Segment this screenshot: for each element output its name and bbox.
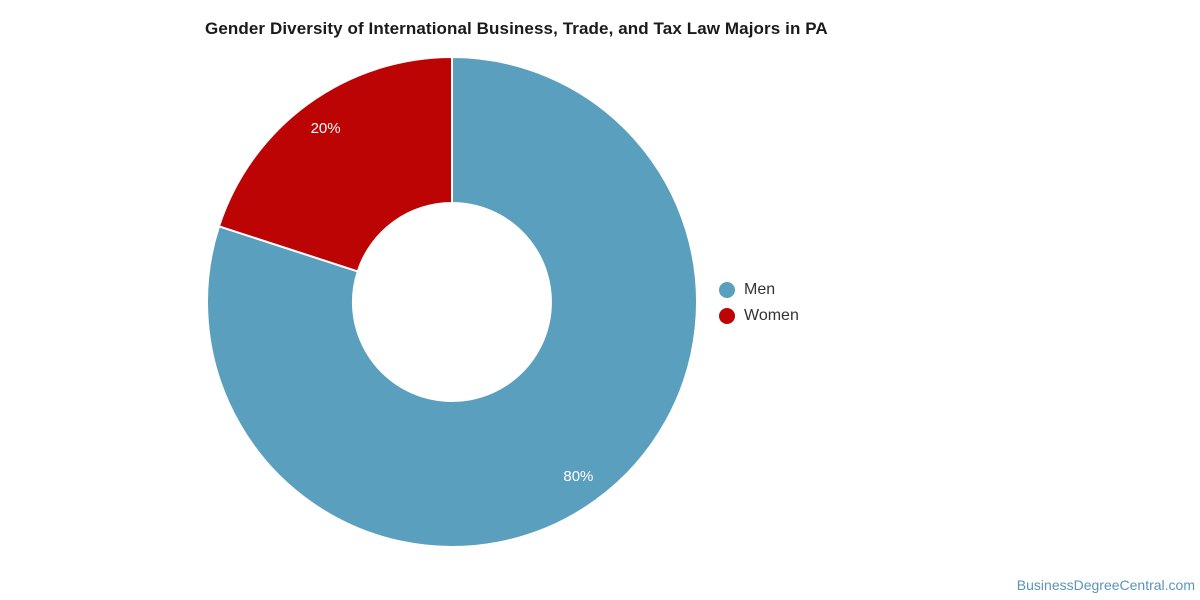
legend-item-women[interactable]: Women <box>719 303 799 329</box>
slice-label-women: 20% <box>311 120 341 137</box>
pie-slice-women[interactable] <box>218 56 453 273</box>
pie-slice-men[interactable] <box>206 56 698 548</box>
watermark-link[interactable]: BusinessDegreeCentral.com <box>1016 577 1195 593</box>
legend-swatch-women <box>719 308 735 324</box>
legend-swatch-men <box>719 282 735 298</box>
slice-label-men: 80% <box>563 468 593 485</box>
legend-label-men: Men <box>744 281 776 298</box>
legend: Men Women <box>719 277 799 329</box>
legend-label-women: Women <box>744 307 799 324</box>
chart-title: Gender Diversity of International Busine… <box>205 19 828 38</box>
legend-item-men[interactable]: Men <box>719 277 799 303</box>
